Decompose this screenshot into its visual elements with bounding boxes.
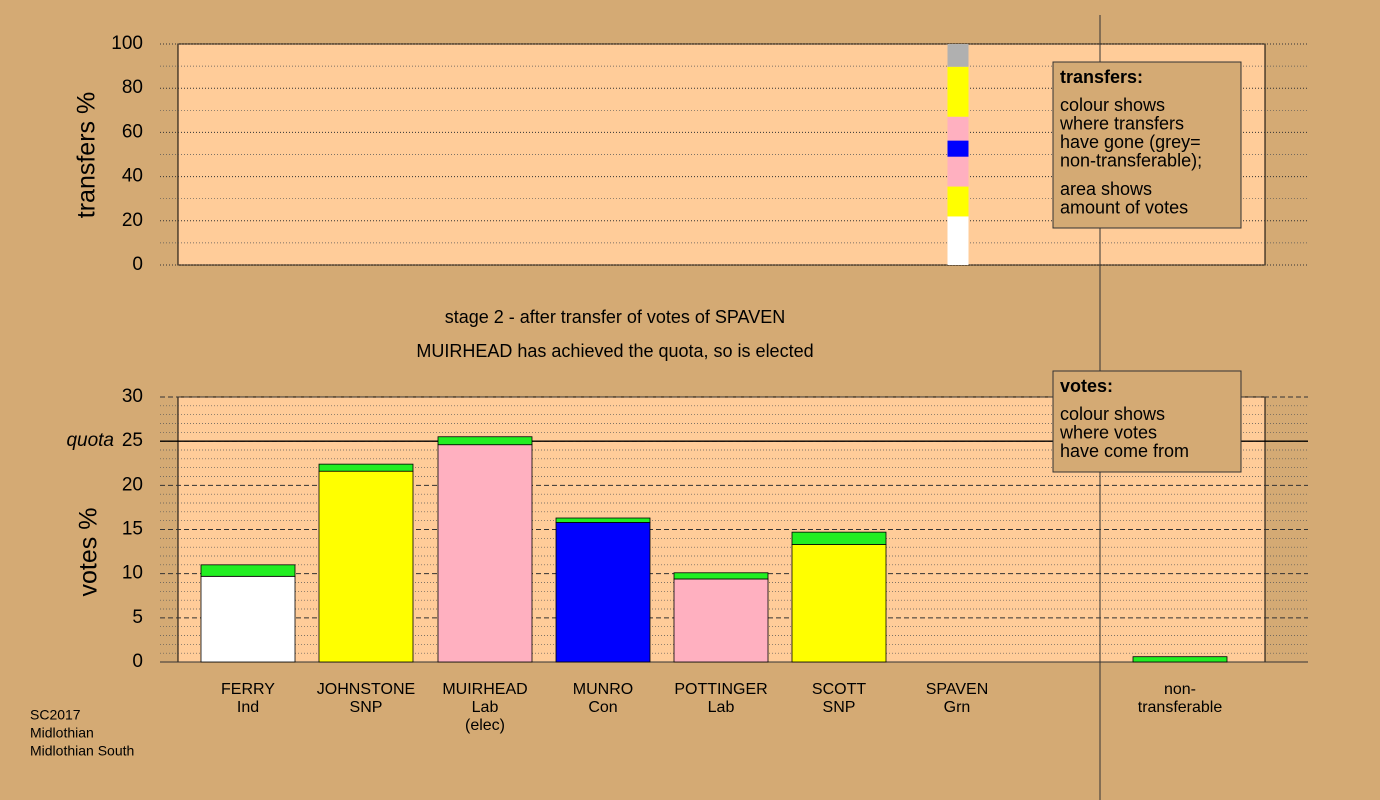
legend-text: where transfers xyxy=(1059,113,1184,133)
bar-segment xyxy=(555,517,651,523)
y-tick-label: 40 xyxy=(122,166,143,187)
y-tick-label: 15 xyxy=(122,519,143,540)
bar-segment xyxy=(947,44,969,67)
y-tick-label: 80 xyxy=(122,77,143,98)
bar-segment xyxy=(791,531,887,545)
x-tick-label: POTTINGER xyxy=(674,681,767,698)
x-tick-label: Ind xyxy=(237,699,259,716)
x-tick-label: SPAVEN xyxy=(926,681,989,698)
footer-text: Midlothian South xyxy=(30,743,134,759)
legend-text: where votes xyxy=(1059,422,1157,442)
legend-text: have gone (grey= xyxy=(1060,132,1201,152)
y-tick-label: 25 xyxy=(122,430,143,451)
bar-segment xyxy=(318,470,414,663)
legend-text: colour shows xyxy=(1060,95,1165,115)
quota-label: quota xyxy=(66,430,114,451)
y-tick-label: 5 xyxy=(132,607,143,628)
y-tick-label: 0 xyxy=(132,254,143,275)
y-axis-label: votes % xyxy=(75,508,103,597)
bar-segment xyxy=(200,564,296,577)
bar-segment xyxy=(437,444,533,663)
x-tick-label: (elec) xyxy=(465,717,505,734)
x-tick-label: Lab xyxy=(472,699,499,716)
bar-segment xyxy=(318,463,414,472)
y-tick-label: 20 xyxy=(122,210,143,231)
bar-segment xyxy=(947,66,969,117)
bar-segment xyxy=(1132,656,1228,663)
footer-text: SC2017 xyxy=(30,707,81,723)
x-tick-label: SCOTT xyxy=(812,681,866,698)
legend-box xyxy=(1052,61,1242,229)
bar-segment xyxy=(947,156,969,187)
bar-segment xyxy=(947,140,969,157)
x-tick-label: Lab xyxy=(708,699,735,716)
bar-segment xyxy=(947,186,969,217)
bar-segment xyxy=(200,575,296,663)
bar-segment xyxy=(555,522,651,663)
legend-title: votes: xyxy=(1060,376,1113,396)
x-tick-label: non- xyxy=(1164,681,1196,698)
legend-box xyxy=(1052,370,1242,473)
bar-segment xyxy=(947,216,969,265)
y-tick-label: 0 xyxy=(132,651,143,672)
chart-title: stage 2 - after transfer of votes of SPA… xyxy=(445,307,786,327)
bar-segment xyxy=(673,572,769,580)
x-tick-label: Grn xyxy=(944,699,971,716)
x-tick-label: transferable xyxy=(1138,699,1223,716)
y-tick-label: 60 xyxy=(122,121,143,142)
y-tick-label: 100 xyxy=(111,33,143,54)
x-tick-label: MUNRO xyxy=(573,681,633,698)
bar-segment xyxy=(437,436,533,446)
x-tick-label: MUIRHEAD xyxy=(442,681,527,698)
legend-title: transfers: xyxy=(1060,67,1143,87)
x-tick-label: JOHNSTONE xyxy=(317,681,415,698)
legend-text: area shows xyxy=(1060,179,1152,199)
x-tick-label: SNP xyxy=(350,699,383,716)
legend-text: amount of votes xyxy=(1060,197,1188,217)
x-tick-label: Con xyxy=(588,699,617,716)
legend-text: colour shows xyxy=(1060,404,1165,424)
legend-text: non-transferable); xyxy=(1060,150,1202,170)
bar-segment xyxy=(791,544,887,663)
bar-segment xyxy=(947,116,969,141)
x-tick-label: FERRY xyxy=(221,681,275,698)
bar-segment xyxy=(673,578,769,663)
chart-subtitle: MUIRHEAD has achieved the quota, so is e… xyxy=(416,341,813,361)
x-tick-label: SNP xyxy=(823,699,856,716)
y-tick-label: 20 xyxy=(122,474,143,495)
legend-text: have come from xyxy=(1060,441,1189,461)
y-axis-label: transfers % xyxy=(73,92,101,218)
y-tick-label: 30 xyxy=(122,386,143,407)
y-tick-label: 10 xyxy=(122,563,143,584)
footer-text: Midlothian xyxy=(30,725,94,741)
